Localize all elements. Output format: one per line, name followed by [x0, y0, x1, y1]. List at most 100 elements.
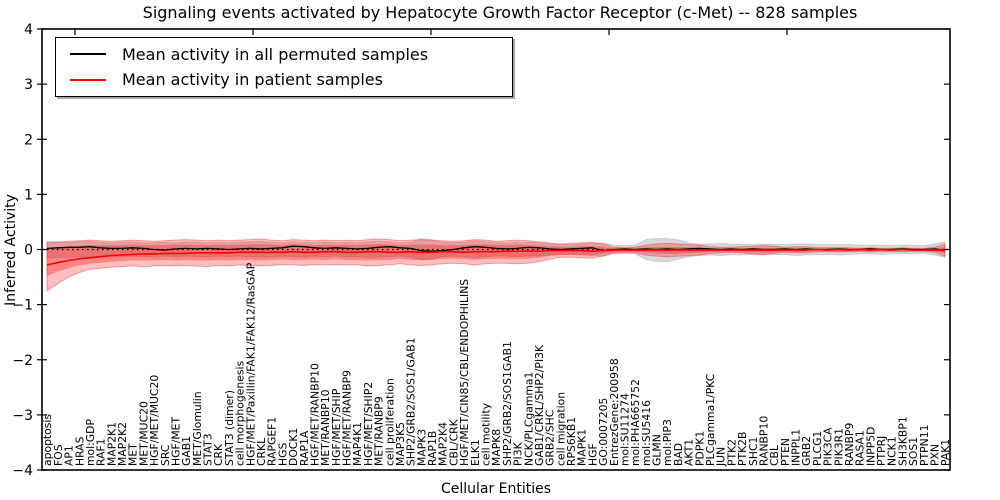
category-label: RAP1A	[298, 430, 311, 466]
category-label: MAPK3	[415, 429, 428, 466]
category-label: STAT3 (dimer)	[223, 390, 236, 466]
category-label: MAP3K5	[394, 422, 407, 466]
category-label: GRB2/SHC	[544, 410, 557, 466]
category-label: DOCK1	[287, 428, 300, 466]
permuted-confidence-band	[46, 237, 946, 263]
category-label: INPP5D	[864, 427, 877, 466]
category-label: GRB2	[800, 436, 813, 466]
category-label: MET	[127, 443, 140, 466]
category-label: MET/RANBP10	[319, 389, 332, 466]
category-label: PIK3CA	[822, 427, 835, 466]
category-label: BAD	[672, 443, 685, 466]
category-label: PLCG1	[811, 431, 824, 466]
category-label: CBL	[768, 445, 781, 466]
category-label: HGF/MET/CIN85/CBL/ENDOPHILINS	[458, 279, 471, 466]
category-label: RANBP10	[758, 416, 771, 466]
category-label: RAF1	[95, 438, 108, 466]
category-label: RPS6KB1	[565, 417, 578, 466]
category-label: CRKL	[255, 438, 268, 466]
category-label: MAP4K1	[351, 422, 364, 466]
category-label: STAT3	[202, 433, 215, 466]
category-label: mol:GDP	[84, 419, 97, 466]
category-label: MAPK1	[576, 429, 589, 466]
category-label: cell migration	[554, 392, 567, 466]
y-tick-label: −4	[12, 463, 33, 479]
category-label: AP1	[63, 445, 76, 466]
permuted-line-sample-icon	[70, 53, 106, 56]
category-label: MAPK8	[490, 429, 503, 466]
patient-line-sample-icon	[70, 78, 106, 81]
category-label: EntrezGene:200958	[608, 358, 621, 466]
y-axis-label: Inferred Activity	[3, 194, 19, 306]
category-label: HGF/MET/RANBP10	[309, 363, 322, 466]
category-label: RAPGEF1	[266, 417, 279, 466]
category-label: ELK1	[469, 439, 482, 466]
category-label: PTK2B	[736, 432, 749, 466]
category-label: cell morphogenesis	[234, 361, 247, 466]
legend-label-permuted: Mean activity in all permuted samples	[122, 44, 429, 64]
category-label: FOS	[52, 444, 65, 466]
legend: Mean activity in all permuted samples Me…	[55, 37, 513, 97]
x-axis-label: Cellular Entities	[440, 481, 552, 497]
y-tick-label: 1	[24, 187, 33, 203]
y-tick-label: −3	[12, 408, 33, 424]
y-tick-label: 4	[24, 22, 33, 38]
category-label: cell motility	[480, 402, 493, 466]
category-label: cell proliferation	[383, 378, 396, 466]
category-label: CRK	[212, 443, 225, 466]
page-title: Signaling events activated by Hepatocyte…	[142, 3, 858, 22]
category-label: GAB1	[180, 436, 193, 466]
category-label: GO:0007205	[597, 398, 610, 466]
category-label: PLCgamma1/PKC	[704, 374, 717, 466]
category-label: HGF/MET/SHIP2	[362, 382, 375, 466]
y-tick-label: 0	[24, 243, 33, 259]
category-label: SHC1	[747, 437, 760, 466]
category-label: GAB1/CRKL/SHP2/PI3K	[533, 344, 546, 466]
legend-item-patient: Mean activity in patient samples	[56, 70, 512, 89]
category-label: NCK1	[886, 436, 899, 466]
category-label: JUN	[715, 447, 728, 467]
category-label: HGF/MET	[170, 417, 183, 466]
category-label: mol:SU11274	[619, 393, 632, 466]
category-label: PXN	[929, 444, 942, 466]
category-label: HGF/MET/MUC20	[148, 375, 161, 466]
category-label: HGF/MET/Paxillin/FAK1/FAK12/RasGAP	[244, 262, 257, 466]
category-label: MAP2K2	[116, 422, 129, 466]
y-tick-label: −1	[12, 298, 33, 314]
category-label: SHP2/GRB2/SOS1/GAB1	[405, 337, 418, 466]
category-label: MAP2K4	[437, 422, 450, 466]
category-label: HGF/MET/RANBP9	[341, 370, 354, 466]
category-label: CBL/CRK	[447, 418, 460, 466]
category-label: PIK3R1	[832, 428, 845, 466]
category-label: PAK1	[939, 439, 952, 466]
category-label: SHP2/GRB2/SOS1GAB1	[501, 341, 514, 466]
category-label: RASA1	[854, 430, 867, 466]
category-label: INPPL1	[790, 429, 803, 466]
y-tick-label: −2	[12, 353, 33, 369]
category-label: PTPRJ	[875, 436, 888, 466]
category-label: AKT1	[683, 439, 696, 466]
category-label: HGF/MET/SHIP	[330, 388, 343, 466]
category-label: SOS1	[907, 437, 920, 466]
category-label: SRC	[159, 445, 172, 466]
category-label: NCK/PLCgamma1	[522, 372, 535, 466]
legend-item-permuted: Mean activity in all permuted samples	[56, 45, 512, 64]
category-label: RAP1B	[426, 431, 439, 466]
legend-label-patient: Mean activity in patient samples	[122, 70, 383, 90]
category-label: apoptosis	[41, 414, 54, 466]
category-label: mol:SU5416	[640, 400, 653, 466]
y-tick-label: 2	[24, 132, 33, 148]
category-label: MET/Glomulin	[191, 391, 204, 466]
category-label: MET/RANBP9	[373, 396, 386, 466]
y-tick-label: 3	[24, 77, 33, 93]
category-label: PTK2	[725, 439, 738, 466]
category-label: SH3KBP1	[896, 416, 909, 466]
category-label: HGS	[276, 443, 289, 466]
category-label: PTEN	[779, 438, 792, 466]
category-label: MET/MUC20	[137, 401, 150, 466]
category-label: mol:PIP3	[661, 419, 674, 466]
category-label: PDPK1	[693, 431, 706, 466]
patient-mean-line	[46, 248, 945, 266]
